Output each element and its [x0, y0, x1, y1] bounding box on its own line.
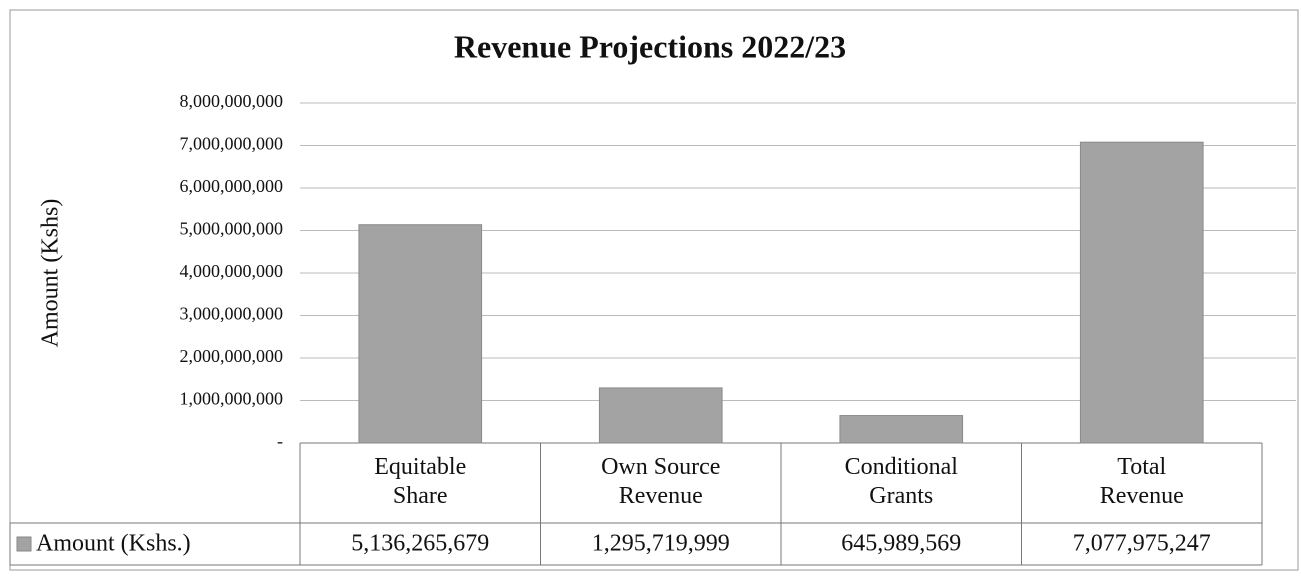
bar: [358, 224, 483, 444]
bar: [839, 415, 964, 444]
chart-title: Revenue Projections 2022/23: [454, 28, 846, 64]
y-tick-label: 5,000,000,000: [180, 219, 284, 239]
legend-swatch: [16, 536, 32, 552]
y-tick-label: 2,000,000,000: [180, 346, 284, 366]
bar: [598, 387, 723, 444]
value-label: 7,077,975,247: [1073, 531, 1211, 557]
legend-label: Amount (Kshs.): [36, 531, 191, 557]
chart-border: [9, 9, 1299, 571]
value-label: 1,295,719,999: [592, 531, 730, 557]
value-label: 645,989,569: [841, 531, 961, 557]
x-tick-label: Conditional Grants: [844, 454, 958, 509]
y-tick-label: 6,000,000,000: [180, 176, 284, 196]
y-tick-label: 4,000,000,000: [180, 261, 284, 281]
y-tick-label: -: [277, 431, 283, 451]
x-tick-label: Own Source Revenue: [601, 454, 721, 509]
y-tick-label: 8,000,000,000: [180, 91, 284, 111]
x-tick-label: Equitable Share: [374, 454, 467, 509]
bar: [1079, 141, 1204, 444]
y-tick-label: 1,000,000,000: [180, 389, 284, 409]
y-axis-label: Amount (Kshs): [38, 199, 64, 348]
y-tick-label: 7,000,000,000: [180, 134, 284, 154]
x-tick-label: Total Revenue: [1099, 454, 1184, 509]
value-label: 5,136,265,679: [351, 531, 489, 557]
y-tick-label: 3,000,000,000: [180, 304, 284, 324]
